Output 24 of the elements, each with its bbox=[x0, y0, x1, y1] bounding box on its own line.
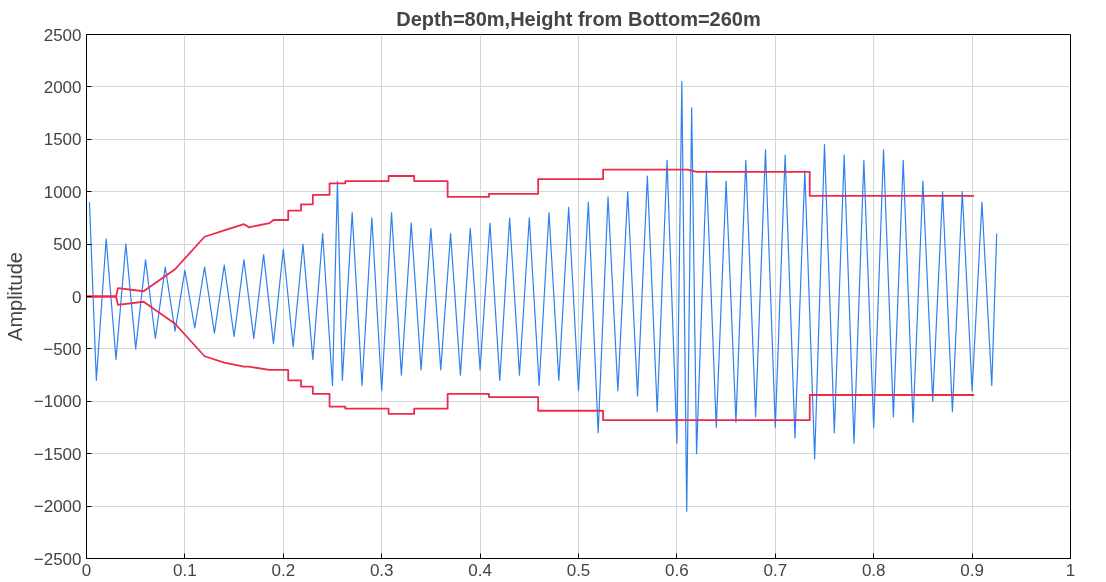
y-tick-label: 1000 bbox=[43, 182, 82, 202]
x-tick-label: 0.6 bbox=[665, 560, 689, 580]
x-tick-label: 0.1 bbox=[173, 560, 197, 580]
x-tick-label: 0.2 bbox=[271, 560, 296, 580]
x-tick-label: 1 bbox=[1065, 560, 1076, 580]
y-tick-label: 500 bbox=[53, 235, 82, 255]
x-tick-label: 0.9 bbox=[960, 560, 984, 580]
chart-title: Depth=80m,Height from Bottom=260m bbox=[396, 7, 761, 30]
y-tick-label: 1500 bbox=[43, 130, 82, 150]
x-tick-label: 0.8 bbox=[861, 560, 886, 580]
y-tick-label: −1500 bbox=[33, 444, 82, 464]
y-tick-label: −500 bbox=[43, 339, 82, 359]
x-tick-label: 0.7 bbox=[763, 560, 788, 580]
y-tick-label: −2000 bbox=[33, 497, 82, 517]
y-tick-label: 2500 bbox=[43, 25, 82, 45]
y-tick-label: −1000 bbox=[33, 392, 82, 412]
y-tick-label: 0 bbox=[72, 287, 82, 307]
x-tick-label: 0.3 bbox=[369, 560, 394, 580]
y-axis-title: Amplitude bbox=[3, 252, 26, 341]
line-series bbox=[88, 81, 998, 512]
x-tick-label: 0.5 bbox=[566, 560, 591, 580]
y-tick-label: 2000 bbox=[43, 77, 82, 97]
x-tick-label: 0.4 bbox=[468, 560, 492, 580]
y-tick-label: −2500 bbox=[33, 549, 82, 569]
